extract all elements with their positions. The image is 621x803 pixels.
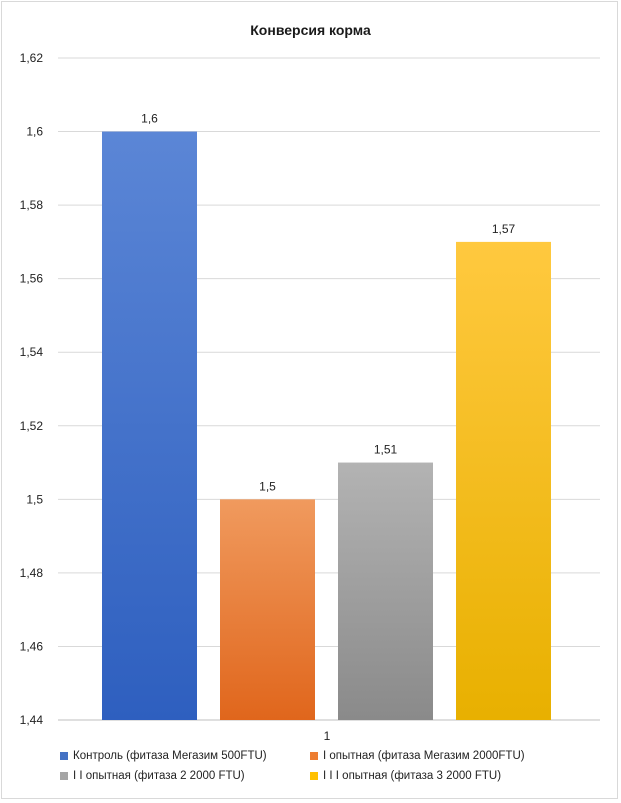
y-tick-label: 1,48 <box>20 566 44 580</box>
bar-series-4 <box>456 241 551 720</box>
legend-swatch <box>310 752 318 760</box>
bar-data-label: 1,51 <box>374 443 398 457</box>
bar-data-label: 1,5 <box>259 479 276 493</box>
x-tick-label: 1 <box>324 729 331 743</box>
y-tick-label: 1,54 <box>20 345 44 359</box>
y-tick-label: 1,56 <box>20 272 44 286</box>
legend-swatch <box>310 772 318 780</box>
y-tick-label: 1,44 <box>20 713 44 727</box>
bar-data-label: 1,57 <box>492 222 516 236</box>
legend-label: I опытная (фитаза Мегазим 2000FTU) <box>323 750 525 762</box>
y-tick-label: 1,46 <box>20 639 44 653</box>
legend-label: Контроль (фитаза Мегазим 500FTU) <box>73 750 267 762</box>
legend-item-experimental-2: I I опытная (фитаза 2 2000 FTU) <box>60 770 310 782</box>
chart-title: Конверсия корма <box>250 22 371 38</box>
legend-label: I I опытная (фитаза 2 2000 FTU) <box>73 770 245 782</box>
y-tick-label: 1,62 <box>20 51 44 65</box>
y-tick-label: 1,6 <box>26 125 43 139</box>
chart-legend: Контроль (фитаза Мегазим 500FTU) I опытн… <box>60 750 600 782</box>
bar-data-label: 1,6 <box>141 112 158 126</box>
legend-item-control: Контроль (фитаза Мегазим 500FTU) <box>60 750 310 762</box>
bar-series-3 <box>338 462 433 720</box>
y-tick-label: 1,5 <box>26 492 43 506</box>
legend-swatch <box>60 752 68 760</box>
legend-item-experimental-3: I I I опытная (фитаза 3 2000 FTU) <box>310 770 600 782</box>
bar-series-2 <box>220 499 315 720</box>
legend-swatch <box>60 772 68 780</box>
legend-label: I I I опытная (фитаза 3 2000 FTU) <box>323 770 502 782</box>
y-tick-label: 1,52 <box>20 419 44 433</box>
legend-item-experimental-1: I опытная (фитаза Мегазим 2000FTU) <box>310 750 600 762</box>
y-tick-label: 1,58 <box>20 198 44 212</box>
bar-series-1 <box>102 131 197 721</box>
